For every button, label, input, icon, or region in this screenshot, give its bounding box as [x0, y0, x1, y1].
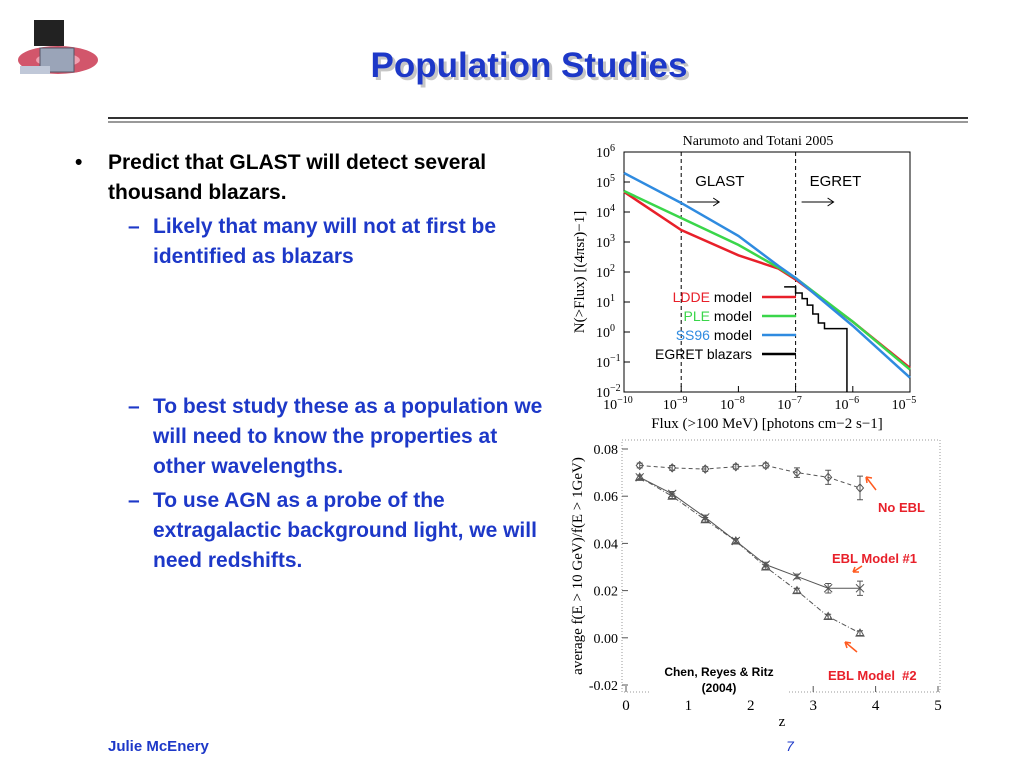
error-bar	[857, 475, 863, 501]
label-arrow	[865, 476, 877, 491]
y-tick-label: 105	[596, 173, 615, 191]
sub-bullet: Likely that many will not at first be id…	[128, 212, 553, 272]
bullets: Predict that GLAST will detect several t…	[75, 148, 558, 576]
marker	[792, 572, 802, 581]
x-tick-label: 10−5	[892, 395, 917, 413]
y-tick-label: 101	[596, 293, 615, 311]
marker	[792, 467, 802, 478]
marker	[700, 514, 711, 524]
marker	[855, 628, 865, 637]
series-label: EBL Model #1	[832, 551, 917, 566]
bullet: Predict that GLAST will detect several t…	[75, 148, 558, 208]
series-line	[639, 476, 860, 589]
series-line	[623, 189, 911, 371]
page-number: 7	[786, 738, 794, 754]
x-axis-label: z	[779, 714, 786, 730]
error-bar	[857, 630, 863, 636]
y-tick-label: 102	[596, 263, 615, 281]
x-tick-label: 2	[747, 698, 755, 714]
x-tick-label: 10−9	[663, 395, 688, 413]
plot-frame	[621, 439, 941, 693]
sub-bullet: To use AGN as a probe of the extragalact…	[128, 486, 553, 576]
y-tick-label: 104	[596, 203, 615, 221]
threshold-label: GLAST	[695, 173, 744, 190]
x-tick-label: 10−6	[834, 395, 859, 413]
marker	[855, 583, 865, 593]
y-axis-label: N(>Flux) [(4πsr)−1]	[572, 211, 588, 333]
y-tick-label: 0.06	[594, 490, 619, 505]
marker	[634, 472, 645, 481]
chart-source: Chen, Reyes & Ritz (2004)	[650, 664, 788, 698]
x-axis-label: Flux (>100 MeV) [photons cm−2 s−1]	[651, 416, 883, 432]
threshold-label: EGRET	[810, 173, 862, 190]
legend-label: EGRET blazars	[655, 346, 752, 362]
x-tick-label: 3	[809, 698, 817, 714]
threshold-arrow	[801, 197, 835, 207]
y-tick-label: 10−2	[596, 383, 621, 401]
error-bar	[825, 613, 832, 620]
y-tick-label: 0.04	[594, 537, 619, 552]
error-bar	[636, 474, 643, 481]
marker	[730, 536, 741, 545]
x-tick-label: 4	[872, 698, 880, 714]
title-shadow: Population Studies	[374, 49, 691, 88]
error-bar	[702, 516, 709, 523]
error-bar	[762, 564, 769, 570]
series-line	[639, 465, 861, 489]
legend-label: SS96 model	[676, 327, 752, 343]
marker	[635, 460, 644, 471]
series-line	[623, 171, 911, 379]
y-axis-label: average f(E > 10 GeV)/f(E > 1GeV)	[570, 457, 586, 675]
footer: Julie McEnery	[108, 738, 209, 755]
marker	[667, 491, 678, 500]
y-tick-label: 10−1	[596, 353, 621, 371]
marker	[760, 561, 771, 571]
y-tick-label: 103	[596, 233, 615, 251]
series-line	[639, 476, 861, 634]
y-tick-label: -0.02	[589, 679, 618, 694]
y-tick-label: 100	[596, 323, 615, 341]
series-line	[784, 286, 848, 392]
sub-bullet: To best study these as a population we w…	[128, 392, 553, 482]
marker	[761, 460, 770, 471]
error-bar	[669, 493, 676, 500]
error-bar	[825, 469, 832, 485]
series-line	[623, 190, 911, 369]
x-tick-label: 10−10	[603, 395, 633, 413]
chart-source: Narumoto and Totani 2005	[683, 134, 834, 149]
x-tick-label: 10−8	[720, 395, 745, 413]
series-label: EBL Model #2	[828, 668, 917, 683]
x-tick-label: 0	[622, 698, 630, 714]
marker	[823, 611, 834, 621]
marker	[792, 585, 802, 595]
marker	[701, 464, 710, 474]
label-arrow	[852, 565, 863, 573]
marker	[731, 461, 740, 472]
legend-label: PLE model	[684, 308, 753, 324]
y-tick-label: 106	[596, 143, 615, 161]
x-tick-label: 5	[934, 698, 942, 714]
title: Population Studies	[371, 46, 688, 85]
legend-label: LDDE model	[673, 289, 752, 305]
y-tick-label: 0.00	[594, 632, 619, 647]
series-label: No EBL	[878, 500, 925, 515]
marker	[824, 472, 833, 483]
logo	[18, 20, 98, 74]
marker	[823, 583, 833, 593]
x-tick-label: 10−7	[777, 395, 802, 413]
x-tick-label: 1	[685, 698, 693, 714]
label-arrow	[844, 641, 858, 653]
marker	[668, 463, 677, 473]
error-bar	[732, 538, 739, 544]
error-bar	[793, 587, 800, 594]
marker	[855, 483, 865, 493]
threshold-arrow	[687, 197, 721, 207]
y-tick-label: 0.02	[594, 585, 619, 600]
y-tick-label: 0.08	[594, 443, 619, 458]
